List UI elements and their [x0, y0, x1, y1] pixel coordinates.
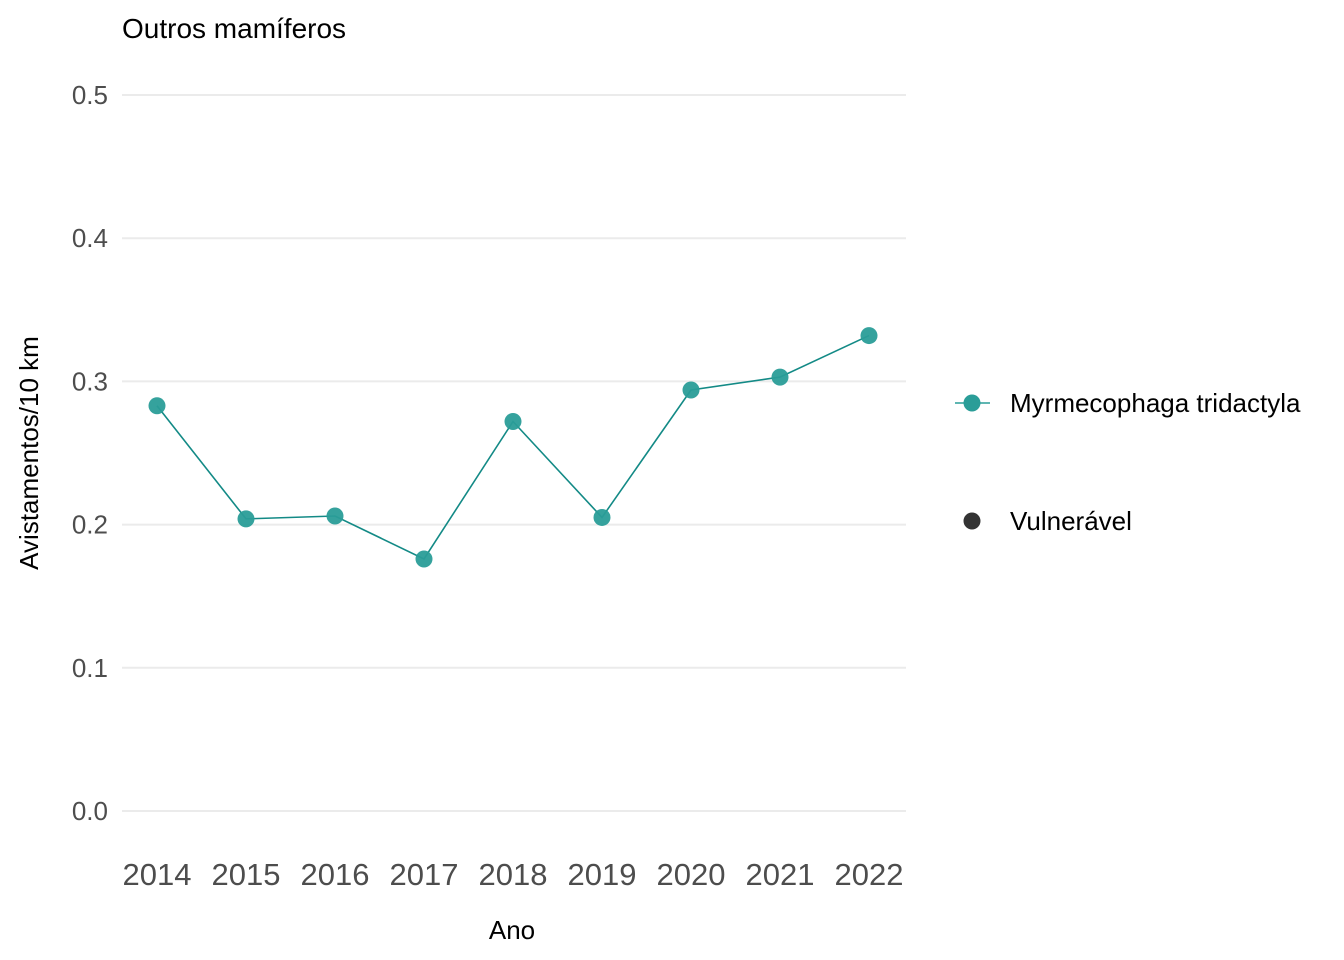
data-point	[415, 550, 433, 568]
legend-key-point	[963, 512, 981, 530]
x-tick-label: 2015	[212, 857, 281, 892]
data-point	[504, 412, 522, 430]
data-point	[237, 510, 255, 528]
y-tick-label: 0.2	[72, 510, 108, 540]
x-tick-label: 2018	[479, 857, 548, 892]
legend-label: Myrmecophaga tridactyla	[1010, 388, 1301, 418]
y-tick-labels: 0.0 0.1 0.2 0.3 0.4 0.5	[72, 80, 108, 826]
legend-key-point	[963, 394, 981, 412]
x-axis-label: Ano	[489, 915, 535, 945]
data-point	[860, 327, 878, 345]
data-point	[593, 508, 611, 526]
data-point	[326, 507, 344, 525]
y-tick-label: 0.0	[72, 796, 108, 826]
x-tick-labels: 2014 2015 2016 2017 2018 2019 2020 2021 2022	[123, 857, 904, 892]
x-tick-label: 2014	[123, 857, 192, 892]
x-tick-label: 2021	[746, 857, 815, 892]
y-axis-label: Avistamentos/10 km	[14, 336, 44, 570]
data-point	[771, 368, 789, 386]
gridlines	[122, 94, 906, 812]
x-tick-label: 2019	[568, 857, 637, 892]
series-layer	[148, 327, 878, 568]
data-point	[682, 381, 700, 399]
y-tick-label: 0.5	[72, 80, 108, 110]
x-tick-label: 2022	[835, 857, 904, 892]
legend-label: Vulnerável	[1010, 506, 1132, 536]
y-tick-label: 0.4	[72, 223, 108, 253]
legend: Myrmecophaga tridactyla Vulnerável	[955, 388, 1301, 536]
x-tick-label: 2020	[657, 857, 726, 892]
x-tick-label: 2017	[390, 857, 459, 892]
x-tick-label: 2016	[301, 857, 370, 892]
chart-title: Outros mamíferos	[122, 13, 346, 44]
y-tick-label: 0.3	[72, 366, 108, 396]
y-tick-label: 0.1	[72, 653, 108, 683]
data-point	[148, 397, 166, 415]
